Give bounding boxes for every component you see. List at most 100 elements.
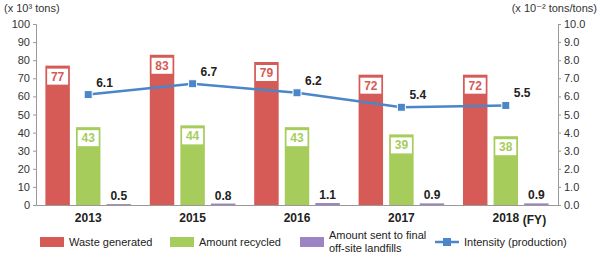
bar xyxy=(150,55,174,205)
y2-tick: 9.0 xyxy=(558,36,579,48)
y2-tick-label: 0.0 xyxy=(564,199,579,211)
legend-item: Amount recycled xyxy=(170,236,281,248)
y2-tick-mark xyxy=(558,78,561,79)
y-tick: 20 xyxy=(18,163,36,175)
data-label: 38 xyxy=(499,140,513,154)
bar xyxy=(463,75,487,205)
data-label: 6.1 xyxy=(96,76,113,90)
y2-tick-mark xyxy=(558,60,561,61)
data-label: 6.7 xyxy=(201,65,218,79)
label-box xyxy=(287,130,308,146)
y2-tick-label: 8.0 xyxy=(564,54,579,66)
legend-label: Waste generated xyxy=(69,236,152,248)
data-label: 5.5 xyxy=(514,86,531,100)
y2-tick: 8.0 xyxy=(558,54,579,66)
marks xyxy=(45,55,548,205)
legend-item: Intensity (production) xyxy=(435,236,567,248)
bar xyxy=(107,204,131,205)
y2-tick-label: 5.0 xyxy=(564,109,579,121)
y-tick-mark xyxy=(33,187,36,188)
x-tick: 2018 xyxy=(492,205,519,225)
bar xyxy=(211,204,235,205)
x-tick-label: 2016 xyxy=(284,211,311,225)
y-tick: 100 xyxy=(12,18,36,30)
y2-tick-mark xyxy=(558,187,561,188)
data-label: 0.5 xyxy=(110,189,127,203)
y-tick-mark xyxy=(33,24,36,25)
legend-swatch xyxy=(40,237,64,247)
legend-item: Waste generated xyxy=(40,236,152,248)
y2-tick-label: 1.0 xyxy=(564,181,579,193)
y2-tick-label: 2.0 xyxy=(564,163,579,175)
legend-label: Amount sent to final off-site landfills xyxy=(329,229,429,254)
y2-tick: 7.0 xyxy=(558,72,579,84)
label-box xyxy=(465,78,486,94)
y-tick: 30 xyxy=(18,145,36,157)
label-box xyxy=(78,130,99,146)
label-box xyxy=(182,128,203,144)
data-label: 43 xyxy=(82,131,96,145)
y-tick-mark xyxy=(33,42,36,43)
y-tick: 60 xyxy=(18,90,36,102)
x-tick-label: 2013 xyxy=(75,211,102,225)
y2-axis-line xyxy=(559,25,562,206)
marker xyxy=(502,101,510,109)
y2-tick: 2.0 xyxy=(558,163,579,175)
bar xyxy=(524,203,548,205)
y-tick-mark xyxy=(33,151,36,152)
y-tick-mark xyxy=(33,78,36,79)
y2-tick: 0.0 xyxy=(558,199,579,211)
bar xyxy=(254,62,278,205)
data-label: 77 xyxy=(51,70,65,84)
y-tick-label: 20 xyxy=(18,163,30,175)
data-label: 0.9 xyxy=(528,188,545,202)
y2-tick: 10.0 xyxy=(558,18,585,30)
y-tick: 50 xyxy=(18,109,36,121)
y-tick: 10 xyxy=(18,181,36,193)
data-label: 1.1 xyxy=(319,188,336,202)
x-tick: 2015 xyxy=(179,205,206,225)
y-tick: 90 xyxy=(18,36,36,48)
x-tick-label: 2017 xyxy=(388,211,415,225)
plot: 01020304050607080901000.01.02.03.04.05.0… xyxy=(12,18,586,225)
y-tick: 0 xyxy=(24,199,36,211)
y2-axis-title: (x 10⁻² tons/tons) xyxy=(512,2,597,14)
legend: Waste generated Amount recycled Amount sen… xyxy=(40,229,567,254)
y2-tick: 4.0 xyxy=(558,127,579,139)
data-label: 5.4 xyxy=(409,88,426,102)
x-tick-label: 2015 xyxy=(179,211,206,225)
legend-swatch xyxy=(300,237,324,247)
data-labels: 778379727243444339380.50.81.10.90.96.16.… xyxy=(47,58,545,203)
data-label: 83 xyxy=(155,59,169,73)
bar xyxy=(285,127,309,205)
data-label: 44 xyxy=(186,129,200,143)
data-label: 43 xyxy=(290,131,304,145)
y2-tick-label: 7.0 xyxy=(564,72,579,84)
y-tick: 70 xyxy=(18,72,36,84)
y-axis-line xyxy=(33,25,37,206)
bar xyxy=(315,203,339,205)
y2-tick-mark xyxy=(558,96,561,97)
y2-tick-mark xyxy=(558,24,561,25)
label-box xyxy=(256,65,277,81)
data-label: 0.8 xyxy=(215,189,232,203)
x-axis-line xyxy=(37,205,559,206)
label-box xyxy=(495,139,516,155)
line xyxy=(88,84,506,108)
bar xyxy=(359,75,383,205)
y-tick-label: 40 xyxy=(18,127,30,139)
legend-marker xyxy=(443,238,451,246)
chart: 01020304050607080901000.01.02.03.04.05.0… xyxy=(0,0,600,262)
y-tick-mark xyxy=(33,169,36,170)
y-tick-mark xyxy=(33,96,36,97)
legend-label: Intensity (production) xyxy=(464,236,567,248)
y-tick-label: 90 xyxy=(18,36,30,48)
y-tick-label: 50 xyxy=(18,109,30,121)
y2-tick-mark xyxy=(558,42,561,43)
y-tick: 80 xyxy=(18,54,36,66)
data-label: 72 xyxy=(364,79,378,93)
bar xyxy=(180,125,204,205)
y2-tick: 6.0 xyxy=(558,90,579,102)
legend-label: Amount recycled xyxy=(199,236,281,248)
bar xyxy=(494,136,518,205)
